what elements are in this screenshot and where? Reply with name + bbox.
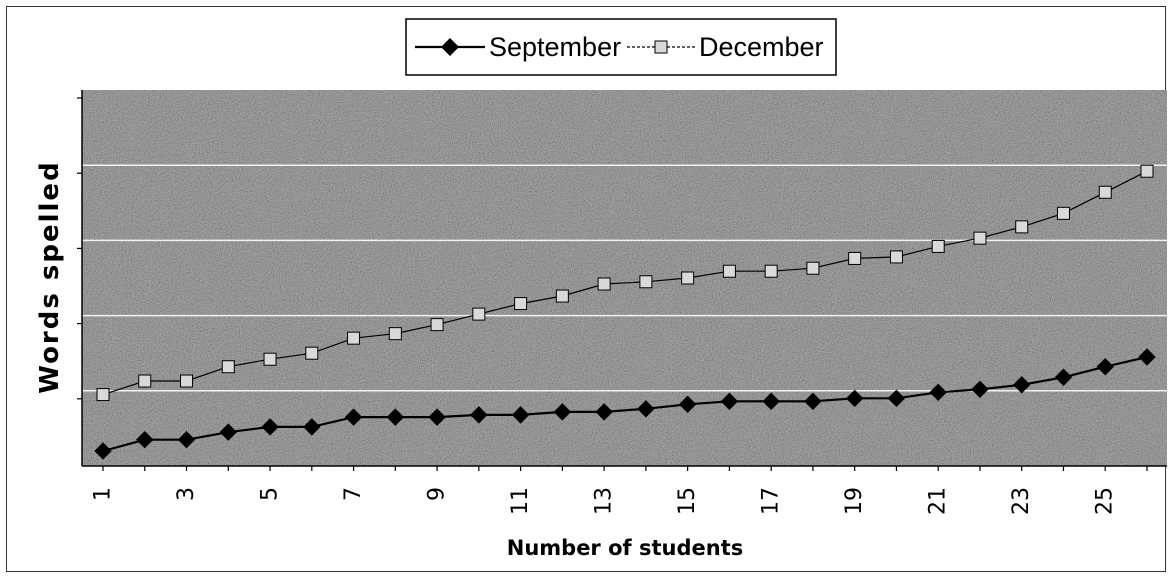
gridlines <box>82 164 1167 392</box>
september-point-4 <box>219 423 237 441</box>
x-tick-labels: 1 3 5 7 9 11 13 15 17 19 21 23 25 <box>91 487 1118 515</box>
december-point-14 <box>639 275 653 289</box>
september-point-23 <box>1013 376 1031 394</box>
september-point-24 <box>1054 368 1073 386</box>
december-point-9 <box>430 318 444 332</box>
december-point-22 <box>973 231 987 245</box>
legend-december-label: December <box>699 32 824 62</box>
september-point-10 <box>470 406 488 424</box>
september-point-17 <box>762 392 780 411</box>
x-tick-label-11: 11 <box>508 487 533 515</box>
september-point-15 <box>678 395 697 414</box>
line-chart: 1 3 5 7 9 11 13 15 17 19 21 23 25 Number of students… <box>35 18 1167 560</box>
december-point-8 <box>388 327 402 341</box>
september-point-26 <box>1138 348 1156 366</box>
december-point-16 <box>722 264 736 278</box>
x-tick-label-1: 1 <box>91 487 116 501</box>
december-point-26 <box>1140 164 1154 178</box>
legend: September December <box>405 18 837 76</box>
x-tick-label-17: 17 <box>759 487 784 515</box>
x-tick-label-9: 9 <box>425 487 450 501</box>
series-september <box>94 348 1156 460</box>
december-line <box>102 170 1148 396</box>
september-point-6 <box>303 418 321 436</box>
september-point-2 <box>136 430 154 449</box>
december-point-4 <box>221 360 235 374</box>
december-point-11 <box>514 297 528 311</box>
september-point-11 <box>511 406 530 424</box>
series-december <box>96 164 1154 402</box>
december-point-1 <box>96 388 110 402</box>
december-point-19 <box>848 251 862 265</box>
series-layer <box>94 164 1156 460</box>
december-point-21 <box>931 239 945 253</box>
x-tick-label-19: 19 <box>842 487 867 515</box>
september-point-19 <box>845 389 864 408</box>
y-axis-title: Words spelled <box>35 160 65 393</box>
september-point-9 <box>428 408 446 426</box>
september-point-12 <box>553 403 572 421</box>
x-tick-label-5: 5 <box>258 487 283 501</box>
december-point-17 <box>764 264 778 278</box>
chart-frame: 1 3 5 7 9 11 13 15 17 19 21 23 25 Number of students… <box>6 6 1167 572</box>
september-point-20 <box>887 389 906 408</box>
december-point-6 <box>305 346 319 360</box>
september-point-25 <box>1096 358 1114 376</box>
december-point-10 <box>472 307 486 321</box>
december-point-15 <box>681 271 695 285</box>
december-point-12 <box>555 289 569 303</box>
plot-area <box>82 90 1167 466</box>
x-tick-label-15: 15 <box>675 487 700 515</box>
axes <box>77 90 1167 471</box>
december-point-24 <box>1056 206 1070 220</box>
legend-september-label: September <box>489 32 621 62</box>
september-point-21 <box>929 383 947 402</box>
december-point-20 <box>889 250 903 264</box>
september-point-18 <box>804 392 822 411</box>
x-tick-label-21: 21 <box>926 487 951 515</box>
september-point-16 <box>720 392 739 411</box>
september-point-3 <box>177 430 196 449</box>
december-point-25 <box>1098 185 1112 199</box>
x-tick-label-7: 7 <box>341 487 366 501</box>
september-point-22 <box>971 380 989 399</box>
december-point-3 <box>180 374 194 388</box>
legend-september-marker <box>441 38 459 56</box>
x-tick-label-3: 3 <box>174 487 199 501</box>
september-point-7 <box>344 408 363 426</box>
september-point-1 <box>94 442 112 460</box>
x-tick-label-23: 23 <box>1009 487 1034 515</box>
x-tick-label-25: 25 <box>1093 487 1118 515</box>
september-point-8 <box>386 408 405 426</box>
december-point-7 <box>347 331 361 345</box>
december-point-5 <box>263 352 277 366</box>
legend-december-marker <box>654 40 668 54</box>
december-point-13 <box>597 277 611 291</box>
september-point-13 <box>595 403 613 421</box>
september-point-14 <box>637 400 655 418</box>
december-point-18 <box>806 261 820 275</box>
december-point-2 <box>138 374 152 388</box>
september-point-5 <box>261 418 279 436</box>
x-axis-title: Number of students <box>507 536 743 560</box>
x-tick-label-13: 13 <box>592 487 617 515</box>
december-point-23 <box>1015 220 1029 234</box>
